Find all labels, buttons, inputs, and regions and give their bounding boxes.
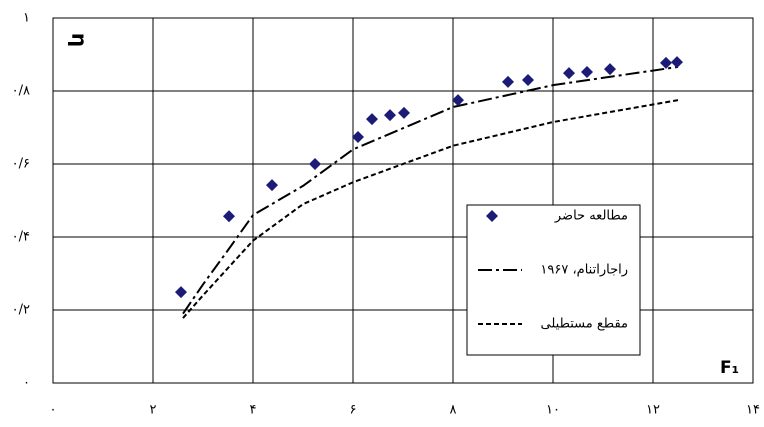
- legend-label: مطالعه حاضر: [554, 209, 628, 224]
- data-point: [384, 109, 396, 122]
- x-tick-label: ۱۲: [646, 403, 660, 418]
- y-tick-label: ۰/۲: [12, 303, 30, 318]
- data-point: [581, 66, 593, 79]
- legend-label: راجاراتنام، ۱۹۶۷: [540, 263, 628, 278]
- x-tick-label: ۴: [250, 403, 257, 418]
- data-point: [604, 63, 616, 76]
- x-tick-label: ۱۴: [746, 403, 760, 418]
- data-point: [352, 130, 364, 143]
- x-tick-label: ۸: [450, 403, 457, 418]
- data-point: [452, 94, 464, 107]
- x-tick-label: ۶: [350, 403, 357, 418]
- data-point: [309, 158, 321, 170]
- x-tick-label: ۱۰: [546, 403, 560, 418]
- plot-area: [52, 17, 754, 384]
- data-point: [398, 106, 410, 119]
- data-point: [223, 210, 235, 223]
- data-line: [182, 65, 679, 315]
- legend-box: [466, 204, 641, 356]
- y-tick-label: ۰/۶: [12, 157, 30, 172]
- x-axis-label: F₁: [720, 358, 739, 378]
- data-line: [182, 99, 679, 319]
- data-point: [502, 75, 514, 88]
- data-point: [660, 56, 672, 69]
- legend-marker: [486, 210, 498, 222]
- data-point: [671, 56, 683, 69]
- y-tick-label: ۱: [23, 11, 30, 26]
- y-tick-label: ۰/۸: [12, 84, 30, 99]
- data-point: [366, 113, 378, 126]
- data-point: [522, 74, 534, 87]
- y-tick-label: ۰: [23, 376, 30, 391]
- y-axis-label: η: [68, 33, 92, 47]
- x-tick-label: ۰: [50, 403, 57, 418]
- x-tick-label: ۲: [150, 403, 157, 418]
- y-tick-label: ۰/۴: [12, 230, 30, 245]
- legend-label: مقطع مستطیلی: [541, 317, 628, 332]
- data-point: [563, 67, 575, 80]
- data-point: [175, 286, 187, 299]
- data-point: [266, 179, 278, 192]
